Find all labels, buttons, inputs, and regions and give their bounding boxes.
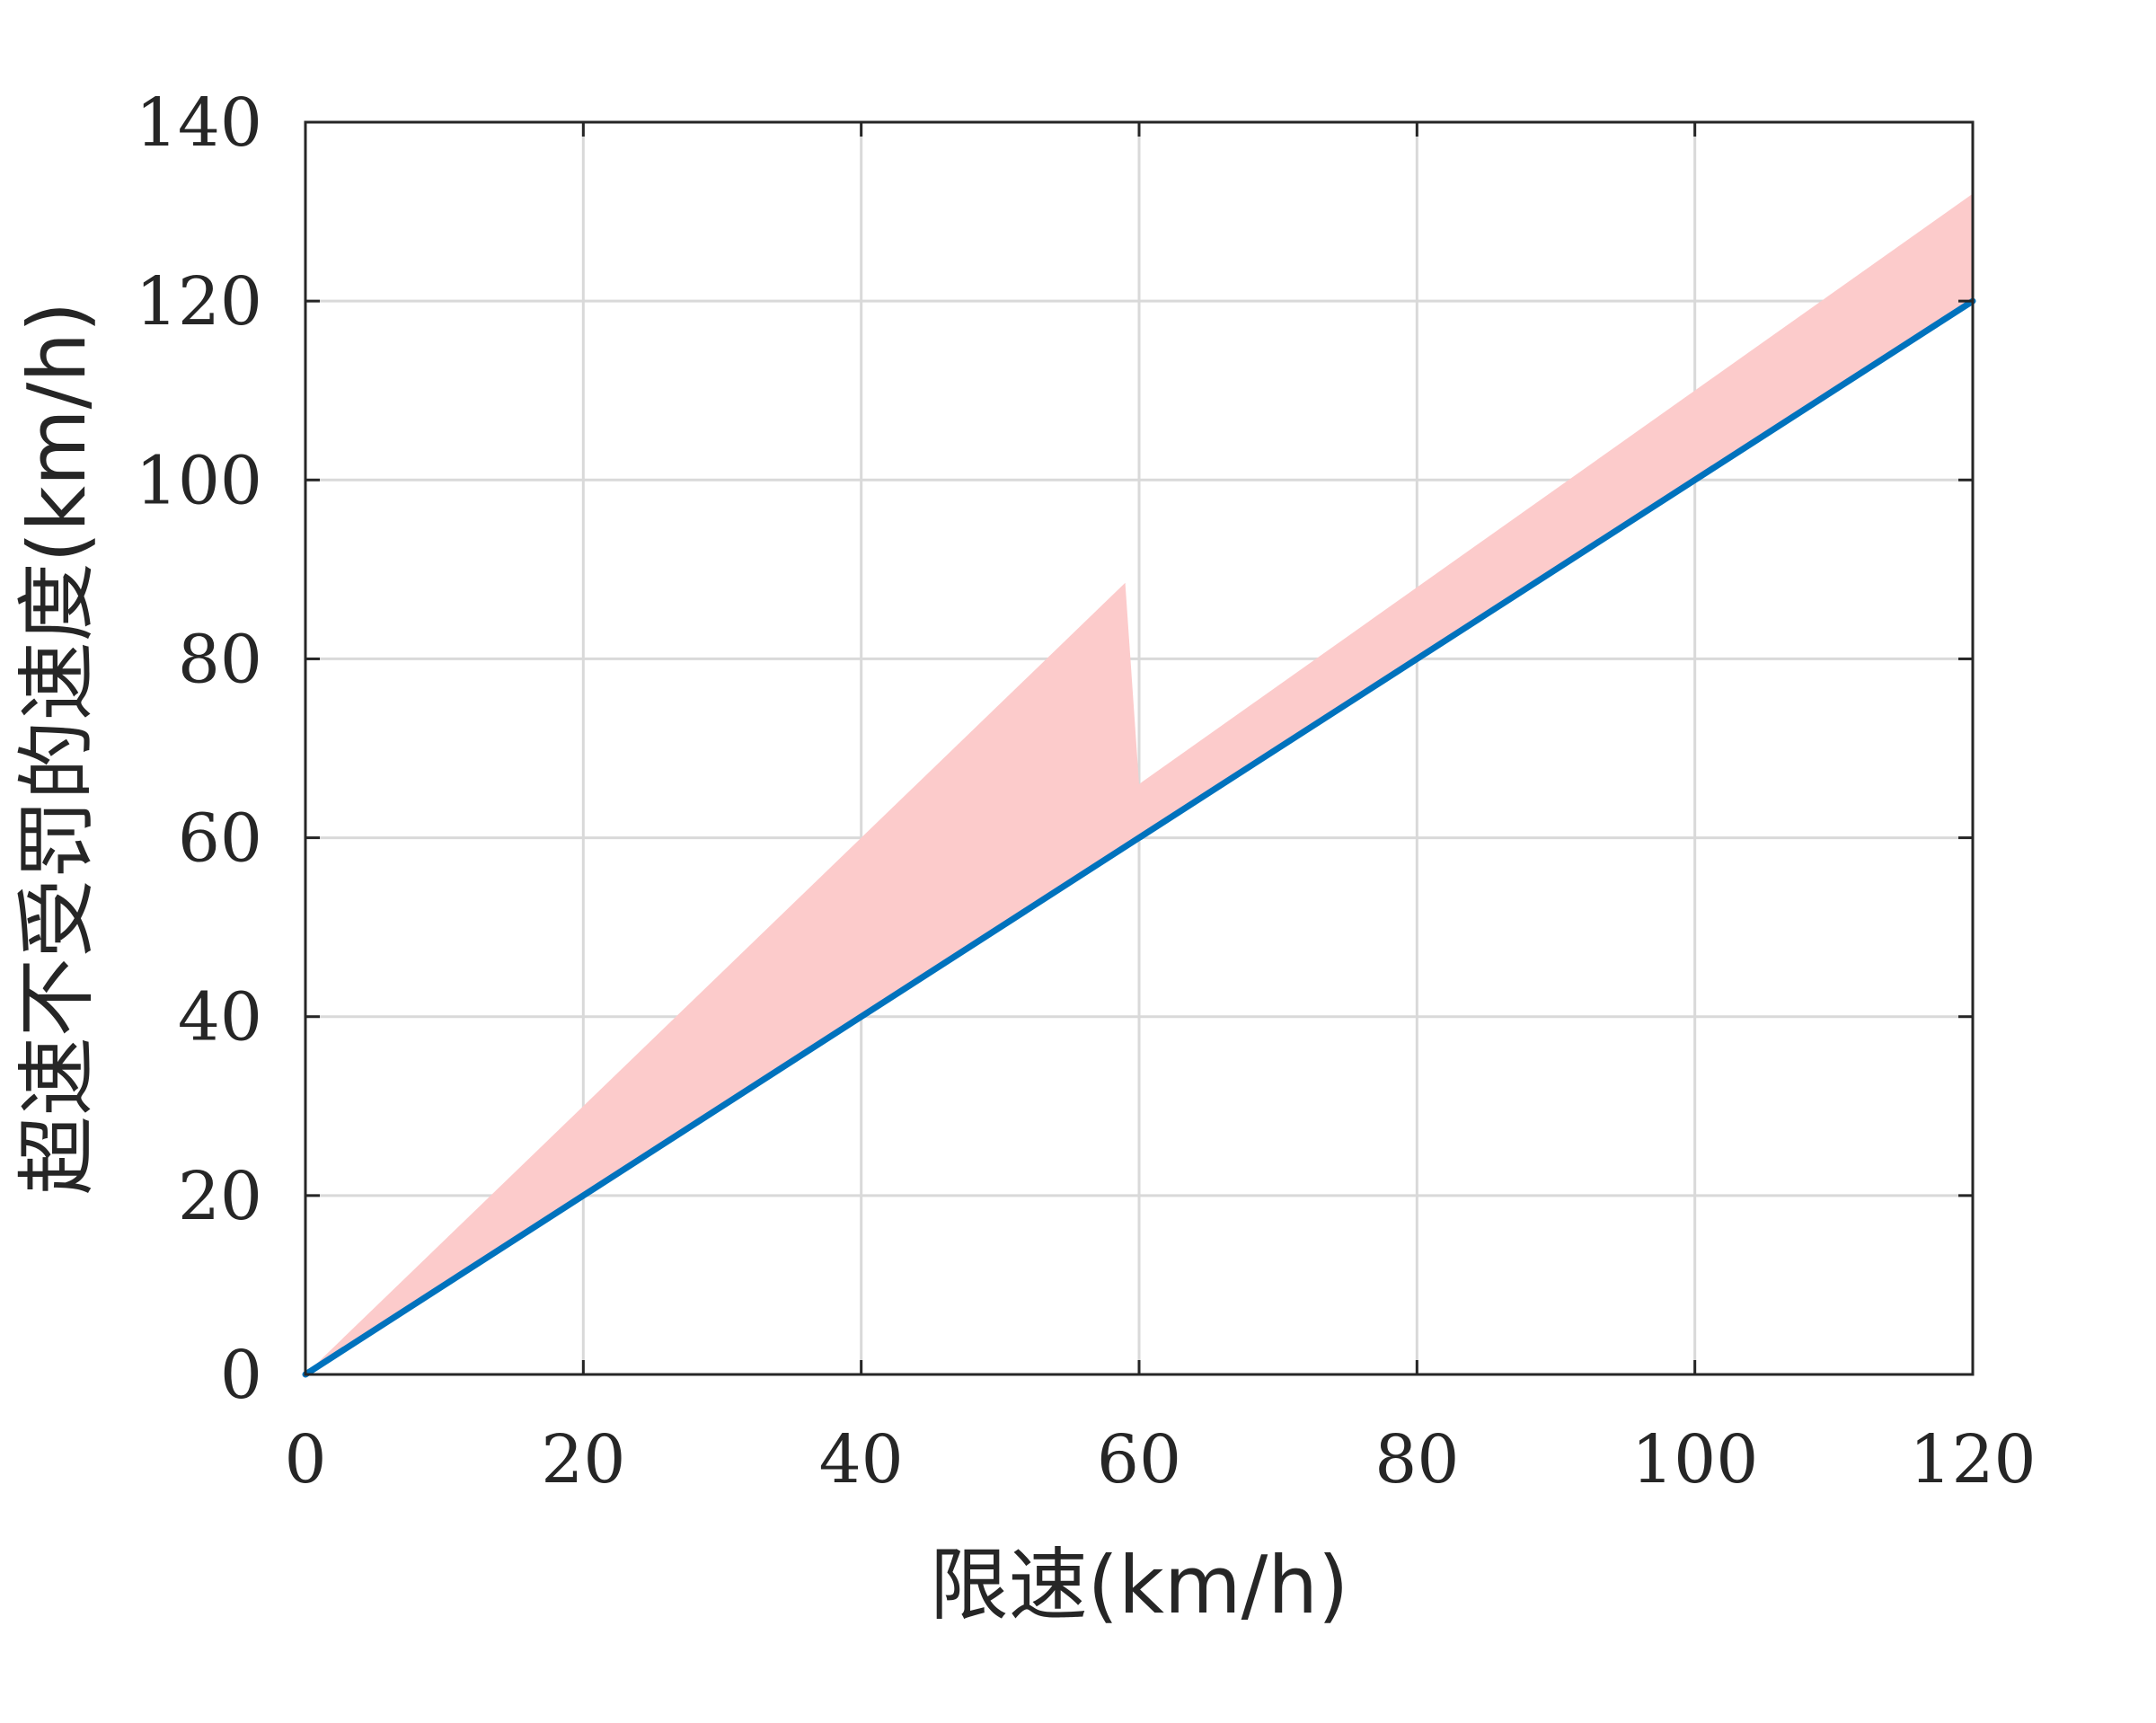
y-tick-label: 100 <box>136 442 262 519</box>
x-tick-label: 0 <box>284 1421 326 1498</box>
x-tick-label: 80 <box>1374 1421 1459 1498</box>
y-tick-label: 140 <box>136 84 262 162</box>
y-tick-label: 20 <box>178 1158 262 1235</box>
x-axis-title: 限速(km/h) <box>930 1539 1349 1631</box>
x-tick-label: 120 <box>1909 1421 2036 1498</box>
y-tick-label: 120 <box>136 263 262 340</box>
tick-labels: 0 20 40 60 80 100 120 0 20 40 60 80 100 120 140 <box>136 84 2037 1498</box>
x-tick-label: 60 <box>1097 1421 1181 1498</box>
shaded-band <box>305 193 1973 1375</box>
y-tick-label: 40 <box>178 979 262 1056</box>
plot-area <box>302 193 1976 1378</box>
series-line <box>302 297 1976 1378</box>
x-tick-label: 40 <box>819 1421 904 1498</box>
ticks <box>304 120 1975 1376</box>
y-tick-label: 60 <box>178 800 262 878</box>
x-tick-label: 100 <box>1631 1421 1758 1498</box>
x-tick-label: 20 <box>541 1421 625 1498</box>
y-tick-label: 80 <box>178 621 262 698</box>
y-tick-label: 0 <box>220 1337 262 1414</box>
y-axis-title: 超速不受罚的速度(km/h) <box>11 302 103 1196</box>
